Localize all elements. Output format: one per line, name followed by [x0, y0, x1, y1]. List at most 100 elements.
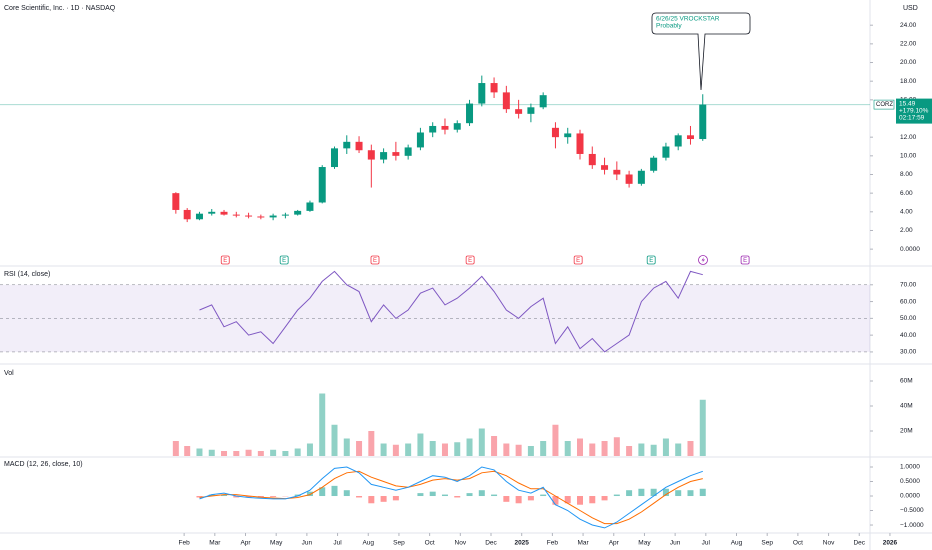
volume-bar [343, 438, 350, 456]
event-marker [740, 255, 750, 265]
annotation-text: Probably [656, 23, 682, 30]
x-tick-label: Nov [823, 540, 835, 547]
volume-bar [662, 438, 669, 456]
pane-title: MACD (12, 26, close, 10) [4, 461, 83, 468]
macd-histogram [675, 490, 682, 497]
annotation: 6/26/25 VROCKSTAR Probably [651, 12, 751, 91]
x-tick-label: May [270, 540, 283, 547]
candle-body [466, 103, 474, 124]
x-tick-label: 2026 [883, 540, 898, 547]
candle-body [601, 165, 609, 170]
volume-bar [503, 443, 510, 456]
macd-histogram [687, 490, 694, 497]
pane-title: Vol [4, 370, 14, 377]
volume-bar [331, 424, 338, 456]
x-tick-label: Jun [670, 540, 681, 547]
volume-bar [552, 424, 559, 456]
y-tick-label: 40M [900, 403, 913, 410]
candle-body [306, 202, 314, 211]
macd-histogram [221, 494, 228, 497]
candle-body [220, 211, 228, 215]
candle-body [392, 152, 400, 156]
event-label: E [282, 258, 286, 264]
candle-body [294, 210, 302, 215]
y-tick-label: 4.00 [900, 209, 913, 216]
volume-bar [380, 443, 387, 456]
x-tick-label: Feb [547, 540, 559, 547]
x-tick-label: Jun [302, 540, 313, 547]
volume-bar [405, 443, 412, 456]
y-tick-label: 6.00 [900, 190, 913, 197]
event-marker [279, 255, 289, 265]
macd-histogram [356, 496, 363, 498]
x-tick-label: Aug [362, 540, 374, 547]
countdown: 02:17:59 [899, 114, 925, 121]
y-tick-label: 0.0000 [900, 493, 920, 500]
macd-histogram [601, 496, 608, 501]
candle-body [588, 153, 596, 166]
candle-body [343, 141, 351, 149]
macd-histogram [662, 488, 669, 497]
y-tick-label: 0.5000 [900, 478, 920, 485]
volume-bar [577, 438, 583, 456]
event-marker [465, 255, 475, 265]
candle-body [625, 174, 633, 184]
volume-bar [601, 441, 608, 456]
y-tick-label: 24.00 [900, 22, 917, 29]
y-tick-label: 1.0000 [900, 464, 920, 471]
volume-bar [221, 451, 228, 456]
event-marker [220, 255, 230, 265]
y-tick-label: 70.00 [900, 282, 917, 289]
event-marker [646, 255, 656, 265]
macd-histogram [208, 494, 215, 497]
volume-bar [687, 441, 694, 456]
candle-body [674, 135, 682, 147]
volume-bar [626, 446, 633, 456]
candle-body [613, 169, 621, 175]
event-label: E [743, 258, 747, 264]
macd-histogram [577, 496, 583, 505]
macd-histogram [245, 496, 252, 498]
candle-body [478, 83, 486, 104]
y-tick-label: 12.00 [900, 134, 917, 141]
macd-histogram [540, 494, 547, 497]
volume-bar [429, 441, 436, 456]
candle-body [453, 123, 461, 130]
candle-body [257, 216, 265, 218]
y-tick-label: 2.00 [900, 227, 913, 234]
event-label: E [468, 258, 472, 264]
candle-body [637, 170, 645, 184]
volume-bar [282, 451, 289, 456]
macd-histogram [441, 494, 448, 497]
volume-bar [454, 442, 461, 456]
candle-body [232, 214, 240, 216]
candle-body [551, 127, 559, 138]
symbol: CORZ [876, 102, 893, 108]
candle-body [429, 125, 437, 133]
macd-histogram [650, 488, 657, 497]
y-tick-label: 0.0000 [900, 246, 920, 253]
volume-bar [368, 431, 375, 456]
candle-body [330, 148, 338, 168]
callout [651, 12, 751, 91]
y-tick-label: 60M [900, 378, 913, 385]
macd-histogram [454, 496, 461, 498]
macd-histogram [466, 493, 473, 497]
macd-histogram [270, 496, 277, 497]
macd-histogram [392, 496, 399, 501]
y-tick-label: 20M [900, 428, 913, 435]
candle-body [515, 109, 523, 114]
macd-histogram [233, 496, 240, 498]
macd-histogram [638, 488, 645, 497]
candle-body [576, 133, 584, 154]
macd-histogram [478, 490, 485, 497]
candle-body [650, 157, 658, 171]
rsi-line [199, 270, 703, 353]
x-tick-label: Apr [240, 540, 251, 547]
event-label: E [576, 258, 580, 264]
volume-bar [245, 449, 252, 456]
candle-body [172, 193, 180, 210]
candle-body [208, 211, 216, 214]
y-tick-label: 18.00 [900, 78, 917, 85]
